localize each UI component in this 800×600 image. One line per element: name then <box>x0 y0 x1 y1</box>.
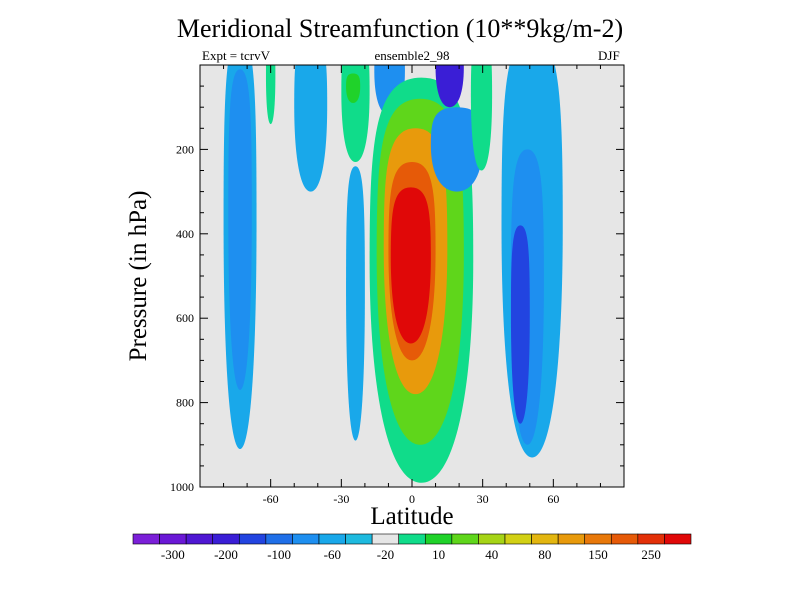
y-axis: 200 400 600 800 1000 <box>170 85 624 494</box>
contour-cell-12 <box>390 187 431 344</box>
colorbar-swatch <box>345 533 373 545</box>
colorbar-swatch <box>292 533 320 545</box>
colorbar-label: 80 <box>538 547 551 562</box>
y-tick-label: 1000 <box>170 480 194 494</box>
colorbar-swatch <box>531 533 559 545</box>
y-tick-label: 400 <box>176 227 194 241</box>
y-tick-label: 800 <box>176 396 194 410</box>
contour-cell-15 <box>470 65 493 171</box>
colorbar-swatch <box>132 533 160 545</box>
contour-cell-1 <box>228 69 252 390</box>
contour-cell-2 <box>265 65 276 125</box>
colorbar-swatch <box>371 533 400 545</box>
x-tick-label: 30 <box>477 492 489 506</box>
colorbar-swatch <box>318 533 346 545</box>
colorbar-label: 250 <box>641 547 661 562</box>
colorbar-swatch <box>584 533 612 545</box>
y-axis-title: Pressure (in hPa) <box>125 190 152 362</box>
x-axis: -60 -30 0 30 60 <box>223 65 601 506</box>
colorbar-label: -60 <box>324 547 341 562</box>
y-tick-label: 600 <box>176 311 194 325</box>
contour-fill-group <box>223 65 563 483</box>
colorbar-swatch <box>637 533 665 545</box>
contour-cell-3 <box>294 65 328 192</box>
colorbar-swatch <box>557 533 586 545</box>
colorbar: -300 -200 -100 -60 -20 10 40 80 150 250 <box>132 533 692 562</box>
colorbar-swatch <box>664 533 692 545</box>
x-tick-label: 0 <box>409 492 415 506</box>
colorbar-label: 40 <box>485 547 498 562</box>
colorbar-swatch <box>185 533 214 545</box>
colorbar-label: -100 <box>267 547 291 562</box>
contour-cell-18 <box>510 225 530 424</box>
colorbar-swatch <box>398 533 426 545</box>
colorbar-label: -200 <box>214 547 238 562</box>
y-tick-label: 200 <box>176 142 194 156</box>
colorbar-swatch <box>504 533 532 545</box>
colorbar-label: 150 <box>588 547 608 562</box>
x-tick-label: -60 <box>263 492 279 506</box>
colorbar-swatch <box>159 533 187 545</box>
x-tick-label: 60 <box>547 492 559 506</box>
colorbar-swatch <box>238 533 267 545</box>
chart-title: Meridional Streamfunction (10**9kg/m-2) <box>176 14 624 43</box>
colorbar-swatch <box>451 533 479 545</box>
colorbar-label: 10 <box>432 547 445 562</box>
colorbar-swatch <box>212 533 240 545</box>
x-axis-title: Latitude <box>370 503 454 530</box>
colorbar-swatch <box>610 533 639 545</box>
contour-cell-6 <box>346 166 365 441</box>
contour-cell-13 <box>435 65 464 108</box>
colorbar-label: -20 <box>377 547 394 562</box>
colorbar-swatch <box>478 533 506 545</box>
colorbar-label: -300 <box>161 547 185 562</box>
subtitle-season: DJF <box>598 48 620 63</box>
colorbar-swatch <box>265 533 293 545</box>
colorbar-swatch <box>424 533 453 545</box>
subtitle-ensemble: ensemble2_98 <box>374 48 450 63</box>
subtitle-experiment: Expt = tcrvV <box>202 48 270 63</box>
contour-cell-5 <box>346 73 361 103</box>
contour-cell-14 <box>430 107 483 192</box>
x-tick-label: -30 <box>333 492 349 506</box>
